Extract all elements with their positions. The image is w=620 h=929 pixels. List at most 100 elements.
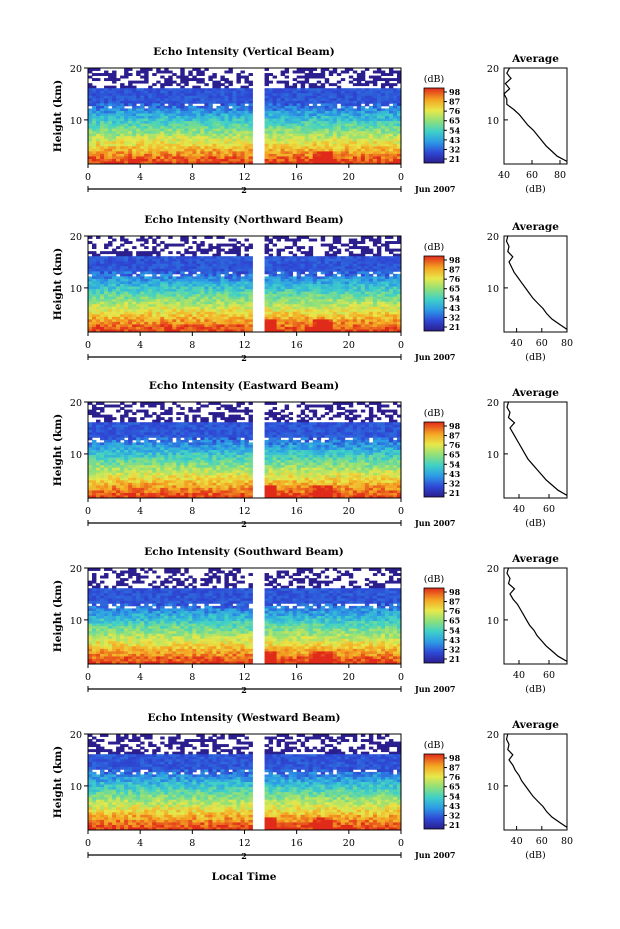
heatmap-cell (376, 126, 382, 130)
heatmap-cell (196, 68, 201, 71)
heatmap-cell (388, 236, 394, 239)
heatmap-cell (152, 108, 157, 112)
heatmap-cell (148, 123, 153, 127)
heatmap-cell (212, 301, 217, 305)
heatmap-cell (308, 118, 314, 122)
heatmap-cell (112, 256, 117, 260)
heatmap-cell (316, 128, 322, 132)
heatmap-cell (132, 158, 137, 162)
heatmap-cell (176, 90, 181, 94)
heatmap-cell (104, 148, 109, 152)
heatmap-cell (164, 118, 169, 122)
heatmap-cell (192, 113, 197, 117)
heatmap-cell (96, 316, 101, 320)
heatmap-cell (204, 276, 209, 280)
heatmap-cell (292, 156, 298, 160)
heatmap-cell (316, 306, 322, 310)
heatmap-cell (368, 138, 374, 142)
heatmap-cell (92, 304, 97, 308)
heatmap-cell (192, 329, 197, 333)
heatmap-cell (328, 311, 334, 315)
heatmap-cell (180, 103, 185, 107)
heatmap-cell (272, 306, 277, 310)
heatmap-cell (172, 113, 177, 117)
heatmap-cell (156, 319, 161, 323)
heatmap-cell (200, 309, 205, 313)
heatmap-cell (212, 316, 217, 320)
heatmap-cell (276, 316, 282, 320)
heatmap-cell (180, 273, 185, 277)
heatmap-cell (144, 148, 149, 152)
heatmap-cell (380, 319, 386, 323)
heatmap-cell (352, 284, 358, 287)
heatmap-cell (172, 98, 177, 102)
heatmap-cell (284, 326, 290, 330)
heatmap-cell (332, 116, 338, 119)
heatmap-cell (208, 100, 213, 104)
heatmap-cell (184, 88, 189, 92)
heatmap-cell (212, 294, 217, 298)
heatmap-cell (128, 294, 133, 298)
heatmap-cell (236, 314, 241, 318)
heatmap-cell (132, 319, 137, 323)
heatmap-cell (384, 284, 390, 287)
heatmap-cell (348, 146, 354, 150)
heatmap-cell (232, 118, 237, 122)
heatmap-cell (396, 80, 402, 84)
heatmap-cell (244, 319, 249, 323)
heatmap-cell (232, 151, 237, 155)
heatmap-cell (200, 273, 205, 277)
heatmap-cell (272, 321, 277, 325)
heatmap-cell (384, 281, 390, 285)
heatmap-cell (280, 146, 286, 150)
heatmap-cell (364, 326, 370, 330)
heatmap-cell (312, 126, 318, 130)
heatmap-cell (384, 261, 390, 265)
heatmap-cell (236, 75, 241, 79)
heatmap-cell (208, 156, 213, 160)
heatmap-cell (300, 85, 306, 89)
heatmap-cell (116, 246, 121, 250)
heatmap-cell (172, 289, 177, 292)
heatmap-cell (320, 316, 326, 320)
heatmap-cell (144, 284, 149, 287)
heatmap-cell (140, 289, 145, 292)
heatmap-cell (244, 324, 249, 328)
heatmap-cell (348, 113, 354, 117)
heatmap-cell (100, 311, 105, 315)
heatmap-cell (188, 113, 193, 117)
heatmap-cell (376, 238, 382, 242)
heatmap-cell (376, 141, 382, 145)
heatmap-cell (124, 123, 129, 127)
heatmap-cell (148, 161, 153, 165)
heatmap-cell (264, 118, 269, 122)
heatmap-cell (304, 321, 310, 325)
heatmap-cell (312, 73, 318, 76)
heatmap-cell (244, 141, 249, 145)
heatmap-cell (100, 251, 105, 255)
heatmap-cell (228, 121, 233, 124)
heatmap-cell (152, 258, 157, 262)
heatmap-cell (276, 286, 282, 290)
heatmap-cell (340, 286, 346, 290)
heatmap-cell (340, 306, 346, 310)
heatmap-cell (356, 136, 362, 140)
heatmap-cell (100, 110, 105, 114)
heatmap-cell (344, 301, 350, 305)
heatmap-cell (296, 284, 302, 287)
heatmap-cell (348, 256, 354, 260)
heatmap-cell (248, 294, 253, 298)
heatmap-cell (132, 286, 137, 290)
heatmap-cell (112, 291, 117, 295)
heatmap-cell (300, 161, 306, 165)
heatmap-cell (236, 138, 241, 142)
heatmap-cell (264, 271, 269, 275)
heatmap-cell (348, 238, 354, 242)
heatmap-cell (204, 284, 209, 287)
heatmap-cell (236, 301, 241, 305)
heatmap-cell (176, 138, 181, 142)
heatmap-cell (348, 126, 354, 130)
heatmap-cell (196, 136, 201, 140)
heatmap-cell (104, 256, 109, 260)
heatmap-cell (124, 278, 129, 282)
